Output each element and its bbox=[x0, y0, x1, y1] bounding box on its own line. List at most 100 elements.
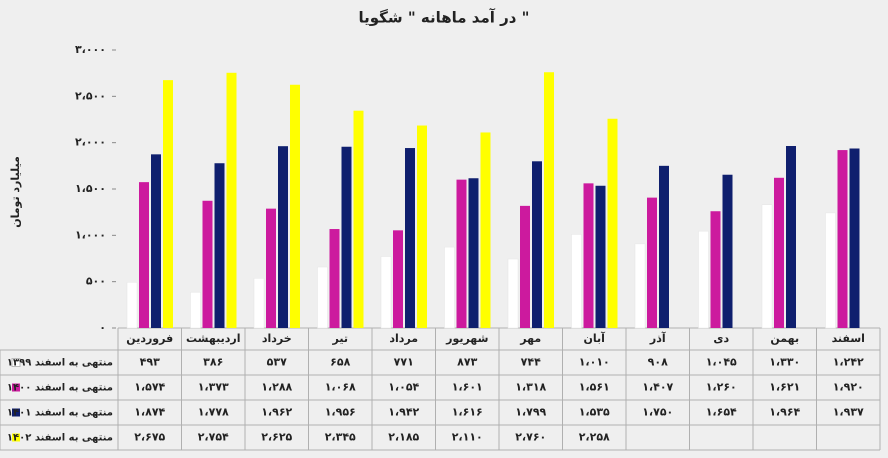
y-tick-label: ۵۰۰ bbox=[86, 275, 106, 288]
y-tick-label: ۲،۵۰۰ bbox=[75, 89, 106, 102]
x-tick-label: خرداد bbox=[262, 332, 292, 345]
table-cell: ۱،۹۵۶ bbox=[325, 406, 356, 419]
table-cell: ۷۷۱ bbox=[394, 356, 414, 369]
table-cell: ۱،۰۴۵ bbox=[706, 356, 737, 369]
chart-title: در آمد ماهانه " شگویا " bbox=[358, 9, 529, 27]
bar bbox=[647, 197, 657, 328]
table-cell: ۱،۳۱۸ bbox=[515, 381, 546, 394]
bar bbox=[698, 230, 709, 329]
x-tick-label: آبان bbox=[584, 331, 606, 345]
legend-label: منتهی به اسفند ۱۴۰۰ bbox=[7, 383, 113, 394]
x-tick-label: آذر bbox=[649, 331, 666, 345]
x-tick-label: تیر bbox=[332, 332, 348, 345]
bar bbox=[341, 146, 352, 328]
bar bbox=[278, 146, 288, 328]
bar bbox=[226, 72, 237, 329]
table-cell: ۷۴۴ bbox=[521, 356, 541, 369]
bar bbox=[329, 229, 340, 328]
table-cell: ۱،۹۲۰ bbox=[833, 381, 864, 394]
table-cell: ۲،۶۷۵ bbox=[134, 431, 165, 444]
table-cell: ۱،۶۰۱ bbox=[452, 381, 483, 394]
table-cell: ۱،۳۳۰ bbox=[769, 356, 800, 369]
bar bbox=[456, 179, 467, 328]
bar bbox=[214, 163, 225, 328]
table-cell: ۱،۸۷۴ bbox=[134, 406, 165, 419]
legend-label: منتهی به اسفند ۱۴۰۱ bbox=[7, 408, 113, 419]
table-cell: ۹۰۸ bbox=[648, 356, 668, 369]
table-cell: ۱،۳۷۳ bbox=[198, 381, 229, 394]
table-cell: ۱،۷۷۸ bbox=[198, 406, 229, 419]
legend-swatch bbox=[12, 433, 20, 442]
x-tick-label: مرداد bbox=[389, 332, 418, 345]
table-cell: ۱،۷۵۰ bbox=[642, 406, 673, 419]
bar bbox=[405, 148, 415, 328]
table-cell: ۱،۶۲۱ bbox=[769, 381, 800, 394]
table-cell: ۱،۹۴۲ bbox=[388, 406, 419, 419]
bar bbox=[317, 266, 328, 329]
bar bbox=[266, 208, 276, 328]
table-cell: ۱،۶۵۴ bbox=[706, 406, 737, 419]
bar bbox=[290, 84, 300, 328]
bar bbox=[849, 148, 860, 328]
bar bbox=[837, 150, 848, 328]
table-cell: ۳۸۶ bbox=[203, 356, 223, 369]
table-cell: ۱،۲۸۸ bbox=[261, 381, 292, 394]
table-cell: ۱،۹۳۷ bbox=[833, 406, 864, 419]
table-cell: ۱،۰۱۰ bbox=[579, 356, 610, 369]
bar bbox=[532, 161, 542, 328]
bar bbox=[480, 132, 491, 328]
table-cell: ۱،۶۱۶ bbox=[452, 406, 483, 419]
x-tick-label: دی bbox=[713, 332, 729, 345]
bar bbox=[571, 234, 582, 329]
table-cell: ۲،۳۴۵ bbox=[325, 431, 356, 444]
table-cell: ۱،۰۵۴ bbox=[388, 381, 419, 394]
table-cell: ۱،۰۶۸ bbox=[325, 381, 356, 394]
bar bbox=[710, 211, 721, 328]
table-cell: ۲،۱۸۵ bbox=[388, 431, 419, 444]
table-cell: ۱،۵۷۴ bbox=[134, 381, 165, 394]
table-cell: ۲،۱۱۰ bbox=[452, 431, 483, 444]
bar bbox=[595, 185, 606, 328]
bar bbox=[253, 277, 265, 329]
bar bbox=[190, 291, 201, 329]
legend-swatch bbox=[11, 358, 21, 367]
table-cell: ۱،۹۶۲ bbox=[261, 406, 292, 419]
x-tick-label: اردیبهشت bbox=[186, 332, 240, 345]
bar bbox=[583, 183, 594, 328]
bar bbox=[126, 282, 138, 329]
table-cell: ۱،۲۶۰ bbox=[706, 381, 737, 394]
legend-label: منتهی به اسفند ۱۳۹۹ bbox=[7, 358, 113, 369]
x-tick-label: مهر bbox=[519, 332, 541, 345]
bar bbox=[417, 125, 427, 328]
legend-swatch bbox=[12, 383, 20, 392]
bar bbox=[151, 154, 161, 328]
y-tick-label: ۰ bbox=[99, 321, 106, 334]
bar bbox=[163, 80, 173, 328]
legend-label: منتهی به اسفند ۱۴۰۲ bbox=[7, 433, 113, 444]
bar bbox=[393, 230, 403, 328]
table-cell: ۱،۷۹۹ bbox=[515, 406, 546, 419]
bar bbox=[659, 165, 669, 328]
bar bbox=[722, 174, 733, 328]
bar bbox=[468, 178, 479, 328]
table-cell: ۱،۵۳۵ bbox=[579, 406, 610, 419]
bar bbox=[825, 212, 836, 329]
bar bbox=[520, 205, 530, 328]
y-axis-label: میلیارد تومان bbox=[9, 156, 22, 228]
x-tick-label: شهریور bbox=[445, 332, 488, 345]
table-cell: ۱،۲۴۲ bbox=[833, 356, 864, 369]
x-tick-label: بهمن bbox=[770, 332, 799, 345]
table-cell: ۴۹۳ bbox=[140, 356, 160, 369]
y-tick-label: ۲،۰۰۰ bbox=[75, 136, 106, 149]
y-tick-label: ۱،۵۰۰ bbox=[75, 182, 106, 195]
bar bbox=[544, 72, 554, 329]
table-cell: ۱،۵۶۱ bbox=[579, 381, 610, 394]
table-cell: ۶۵۸ bbox=[330, 356, 350, 369]
table-cell: ۲،۶۲۵ bbox=[261, 431, 292, 444]
table-cell: ۱،۴۰۷ bbox=[642, 381, 673, 394]
x-tick-label: اسفند bbox=[832, 332, 865, 345]
bar bbox=[353, 110, 364, 329]
table-cell: ۱،۹۶۴ bbox=[769, 406, 800, 419]
